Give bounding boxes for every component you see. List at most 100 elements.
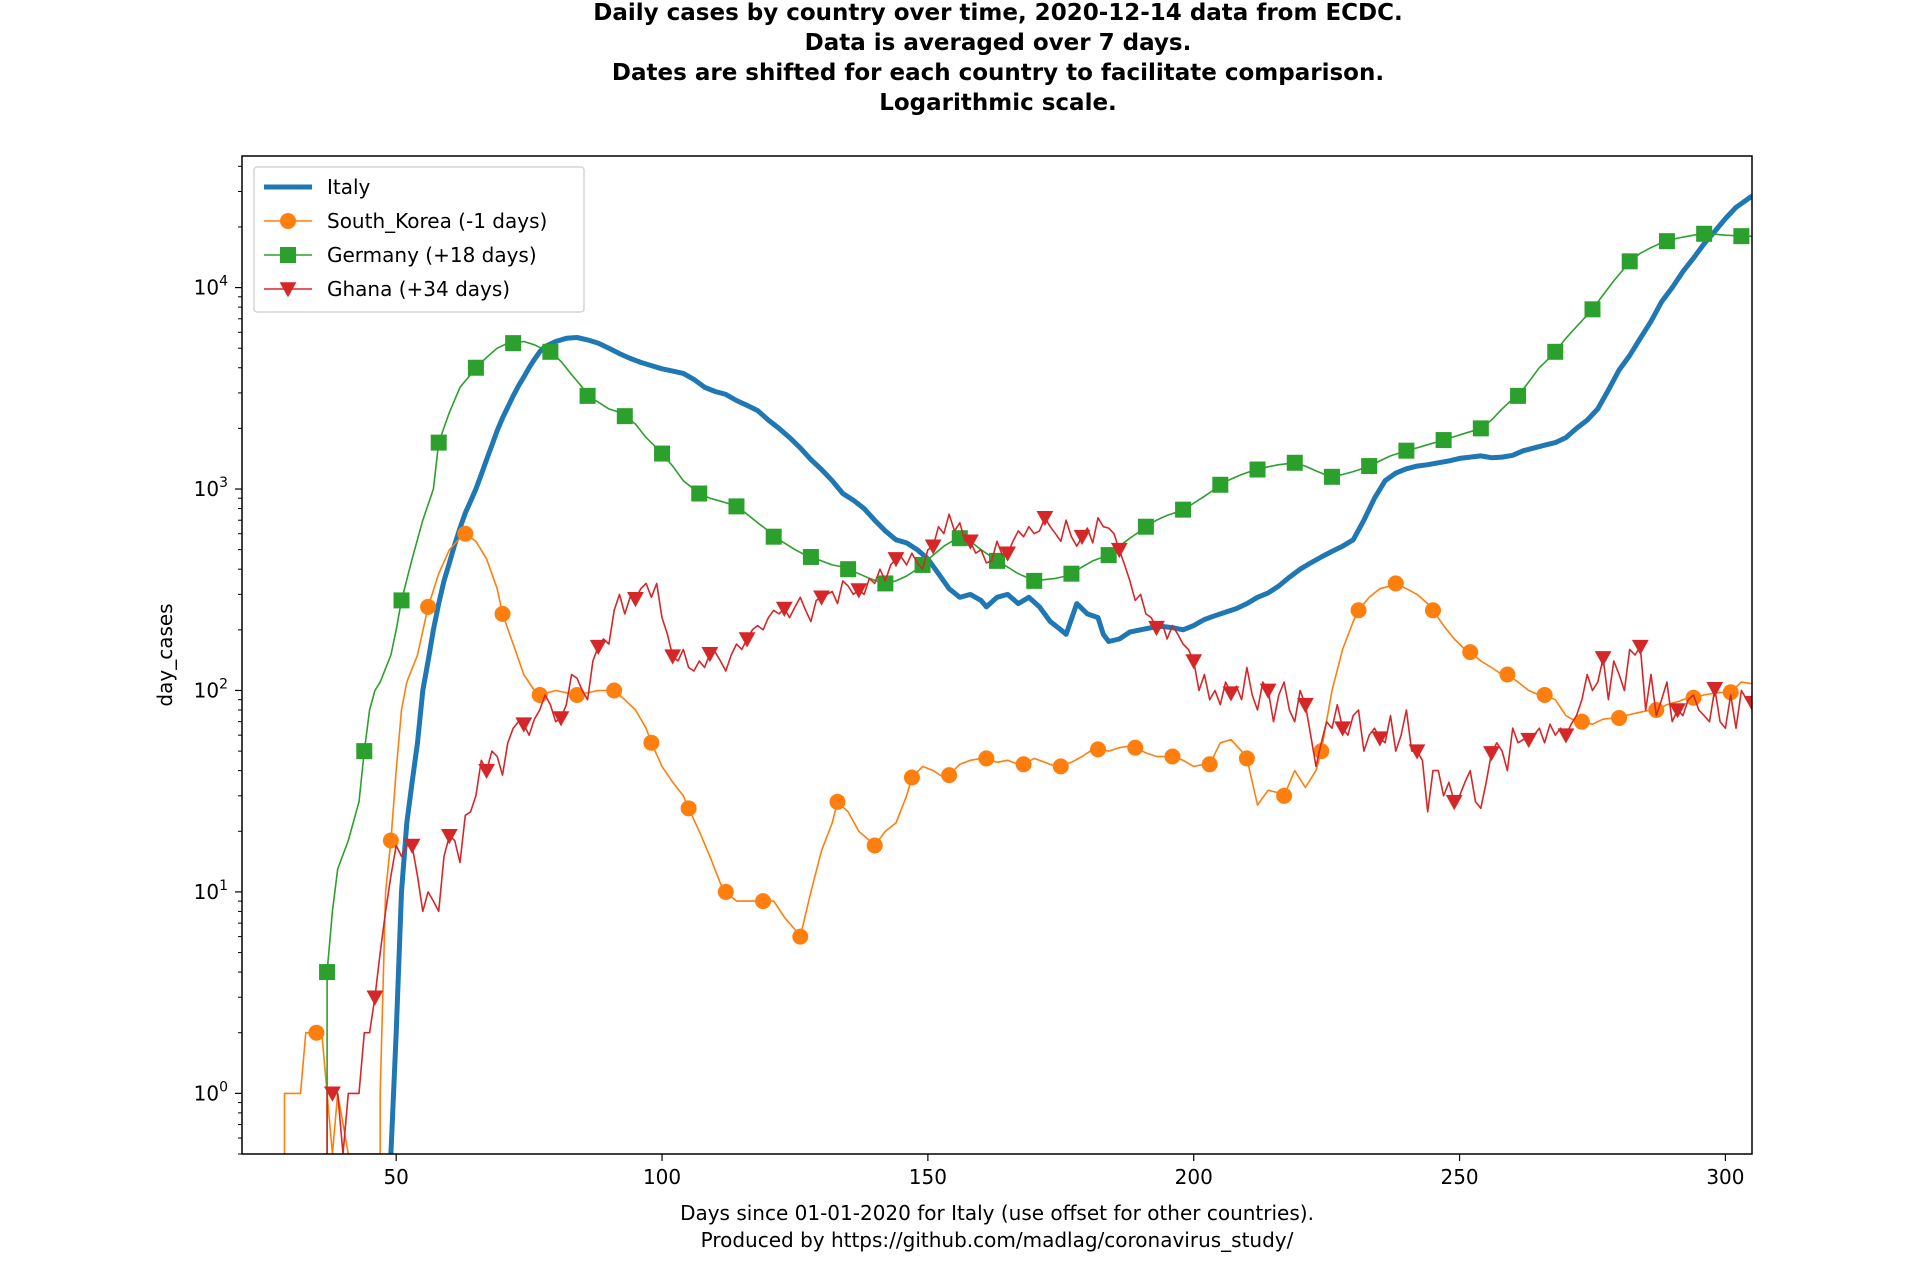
data-point [1036, 510, 1054, 527]
data-point [1164, 748, 1181, 765]
data-point [1462, 644, 1479, 661]
data-point [579, 387, 596, 404]
data-point [1733, 228, 1750, 245]
data-point [850, 583, 868, 599]
data-point [1212, 476, 1229, 493]
legend-entry: South_Korea (-1 days) [264, 209, 547, 233]
x-axis: 50 100 150 200 250 300 [383, 1154, 1745, 1189]
data-point [924, 539, 942, 555]
data-point [606, 682, 623, 699]
data-point [813, 590, 830, 606]
data-point [1696, 225, 1713, 242]
data-point [1296, 697, 1314, 714]
data-point [1110, 542, 1128, 559]
legend-entry: Ghana (+34 days) [264, 277, 510, 301]
data-point [1259, 683, 1277, 699]
data-point [1631, 639, 1649, 656]
legend-marker [279, 282, 297, 298]
data-point [680, 800, 697, 817]
data-point [1052, 758, 1069, 775]
data-point [717, 883, 734, 900]
data-point [738, 632, 756, 648]
data-point [616, 408, 633, 425]
data-point [494, 605, 511, 622]
data-point [999, 546, 1017, 562]
data-point [1621, 253, 1638, 270]
series-3 [319, 225, 1752, 1154]
data-point [1472, 420, 1489, 437]
data-point [1313, 743, 1330, 760]
data-point [877, 575, 894, 592]
data-point [1722, 684, 1739, 701]
x-axis-label: Days since 01-01-2020 for Italy (use off… [680, 1201, 1314, 1252]
y-axis-label: day_cases [153, 603, 177, 706]
y-tick-label: 101 [194, 878, 228, 904]
data-point [319, 964, 336, 981]
data-point [802, 548, 819, 565]
data-point [505, 335, 522, 352]
data-point [1323, 468, 1340, 485]
data-point [664, 649, 682, 665]
data-point [1445, 795, 1463, 811]
legend-box [253, 166, 585, 313]
data-point [1185, 654, 1203, 670]
data-point [1127, 739, 1144, 756]
data-point [792, 928, 809, 945]
data-point [914, 556, 931, 573]
data-point [1483, 746, 1500, 762]
data-point [1536, 686, 1553, 703]
data-point [1557, 728, 1575, 744]
data-point [775, 601, 793, 617]
series-group [283, 193, 1752, 1154]
data-point [1350, 602, 1367, 619]
data-point [1371, 731, 1389, 747]
data-point [701, 647, 719, 663]
x-tick-label: 150 [909, 1165, 947, 1189]
data-point [1573, 713, 1590, 730]
y-tick-label: 100 [194, 1079, 228, 1105]
data-point [393, 592, 410, 609]
data-point [1063, 565, 1080, 582]
data-point [1510, 387, 1527, 404]
data-point [403, 838, 421, 854]
y-tick-label: 102 [194, 676, 228, 702]
data-point [728, 498, 745, 515]
y-tick-label: 103 [194, 475, 228, 501]
legend-entry: Germany (+18 days) [264, 243, 537, 267]
data-point [552, 711, 570, 727]
legend-label: Italy [327, 175, 371, 199]
data-point [1175, 501, 1192, 518]
data-point [1547, 343, 1564, 360]
data-point [941, 767, 958, 784]
data-point [440, 828, 458, 845]
data-point [627, 592, 644, 608]
data-point [643, 734, 660, 751]
data-point [366, 990, 384, 1006]
data-point [478, 763, 495, 780]
data-point [962, 534, 979, 550]
data-point [1361, 458, 1378, 475]
data-point [866, 837, 883, 854]
data-point [1201, 756, 1218, 773]
series-line [283, 532, 1752, 1154]
plot-frame [241, 155, 1753, 1155]
chart-title: Daily cases by country over time, 2020-1… [593, 0, 1403, 116]
data-point [765, 528, 782, 545]
data-point [1435, 432, 1452, 449]
legend-label: South_Korea (-1 days) [327, 209, 547, 233]
series-line [388, 193, 1752, 1154]
data-point [1685, 689, 1702, 706]
data-point [887, 552, 905, 568]
title-line-1: Daily cases by country over time, 2020-1… [593, 0, 1403, 26]
data-point [1387, 575, 1404, 592]
data-point [568, 686, 585, 703]
data-point [691, 485, 708, 502]
data-point [1398, 442, 1415, 459]
data-point [420, 598, 437, 615]
data-point [1222, 686, 1240, 702]
data-point [382, 832, 399, 849]
data-point [829, 793, 846, 810]
series-4 [323, 510, 1752, 1154]
